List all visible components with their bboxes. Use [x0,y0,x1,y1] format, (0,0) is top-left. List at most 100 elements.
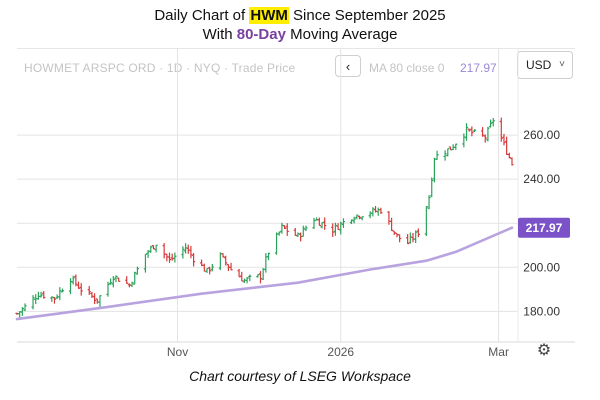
ohlc-bar [414,230,418,244]
ohlc-bar [109,278,113,285]
ohlc-bar [464,123,469,141]
ohlc-bar [149,245,153,253]
ohlc-bar [135,266,140,275]
ohlc-bar [151,245,156,250]
ohlc-bar [389,217,394,232]
ohlc-bar [117,277,121,282]
ma-value-tag-label: 217.97 [526,221,563,235]
ohlc-bar [352,216,356,224]
ohlc-bar [79,283,83,296]
ohlc-bar [52,296,57,304]
ohlc-bar [256,274,260,278]
ohlc-bar [189,245,193,259]
ohlc-bar [208,266,212,275]
ohlc-bar [467,128,471,132]
ohlc-bar [181,246,185,259]
ohlc-bar [320,222,324,229]
ohlc-bar [114,275,118,283]
y-tick-label: 200.00 [523,260,560,274]
title-suffix: Since September 2025 [288,7,446,24]
ohlc-bar [293,228,297,236]
ohlc-bar [154,244,158,253]
ohlc-bar [87,286,91,295]
ohlc-bar [336,223,340,231]
ohlc-bar [379,207,383,214]
ticker-highlight: HWM [249,7,289,24]
ohlc-bar [71,275,75,285]
ohlc-bar [277,231,281,236]
ohlc-bar [331,223,335,237]
ohlc-bar [454,143,458,150]
chart-title: Daily Chart of HWM Since September 2025 … [0,6,600,44]
ma-period-label: 80-Day [236,26,286,43]
ohlc-bar [435,150,439,160]
ohlc-bar [299,232,303,242]
ohlc-bar [76,281,81,289]
y-tick-label: 260.00 [523,128,560,142]
ohlc-bar [408,232,412,244]
ohlc-bar [130,281,134,287]
ma-80-line [15,226,514,321]
ohlc-bar [480,127,485,137]
x-tick-label: 2026 [327,345,354,359]
currency-dropdown[interactable]: USD ˅ [517,51,573,79]
ohlc-bar [411,233,415,243]
ohlc-bar [470,126,474,137]
ohlc-bar [486,126,490,142]
ohlc-bar [143,253,148,273]
ohlc-bar [282,225,287,230]
ohlc-bar [111,276,115,288]
ohlc-bar [167,252,172,263]
ohlc-bar [125,276,129,284]
ohlc-bar [301,225,305,237]
ohlc-bar [507,152,511,159]
ohlc-bar [210,263,214,272]
ohlc-bar [424,206,428,237]
ohlc-bar [491,118,495,127]
ohlc-bar [245,277,249,284]
ma-legend-value: 217.97 [460,61,497,75]
ohlc-bar [446,148,450,157]
ohlc-bar [406,234,410,245]
ohlc-bar [323,217,327,230]
ohlc-bar [23,303,27,312]
ohlc-bar [240,271,244,282]
x-tick-label: Nov [167,345,188,359]
ohlc-bar [472,129,477,132]
ohlc-bar [20,307,24,316]
chart-caption: Chart courtesy of LSEG Workspace [189,368,411,384]
ohlc-bar [191,252,196,267]
ohlc-bar [229,262,233,271]
ohlc-bar [205,267,209,273]
ohlc-bar [510,157,514,166]
ohlc-bar [42,291,46,299]
ohlc-bar [462,133,466,148]
ohlc-bar [443,150,447,161]
ohlc-bar [355,214,359,220]
ohlc-bar [333,222,338,236]
ohlc-bar [339,221,343,235]
ohlc-bar [237,268,241,278]
settings-icon[interactable]: ⚙ [536,342,552,359]
subtitle-suffix: Moving Average [285,26,398,43]
ohlc-bar [258,271,263,284]
ohlc-bar [266,252,271,261]
ohlc-bar [170,253,174,261]
y-tick-label: 240.00 [523,172,560,186]
ma-value-tag [518,217,570,238]
ohlc-bar [224,255,228,266]
ohlc-bar [74,274,78,287]
ohlc-bar [60,288,65,293]
ohlc-bar [341,218,346,228]
ohlc-bar [317,217,321,227]
ohlc-bar [499,117,503,142]
ohlc-bar [39,291,43,298]
ohlc-bar [92,293,97,305]
ohlc-bar [430,177,434,198]
chart-panel[interactable]: HOWMET ARSPC ORD · 1D · NYQ · Trade Pric… [17,48,575,366]
collapse-legend-button[interactable]: ‹ [335,55,361,77]
ohlc-bar [483,134,487,143]
ohlc-bar [274,232,279,255]
ohlc-bar [221,253,225,258]
